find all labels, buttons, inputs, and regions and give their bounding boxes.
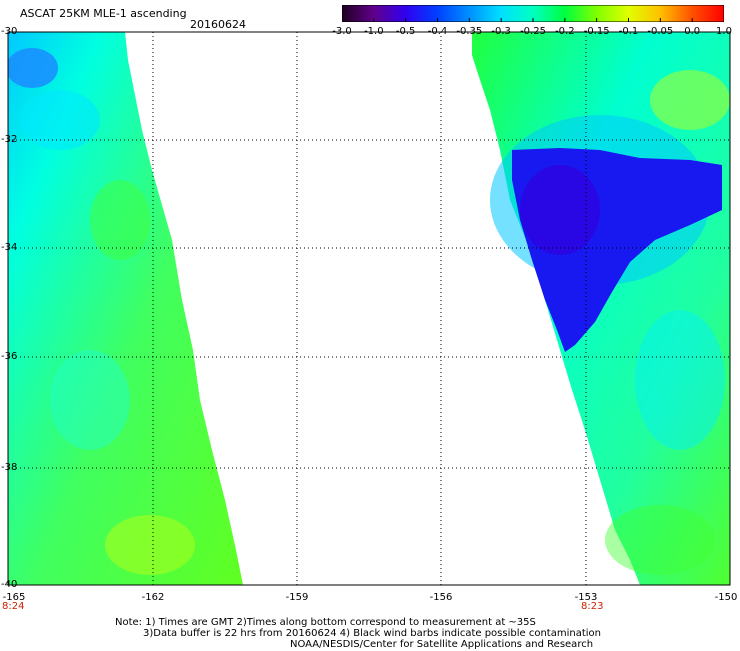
right-swath-cyan-patch <box>635 310 725 450</box>
lat-label: -32 <box>1 134 18 145</box>
colorbar-tick-label: -0.05 <box>647 26 674 37</box>
left-swath-cyan-patch <box>20 90 100 150</box>
colorbar-tick-label: -0.15 <box>583 26 610 37</box>
colorbar-tick-label: -0.2 <box>555 26 575 37</box>
left-swath-blue-patch <box>8 48 58 88</box>
colorbar-tick-label: -0.35 <box>456 26 483 37</box>
right-swath-yellowgreen-patch <box>650 70 730 130</box>
colorbar-tick-label: 0.0 <box>684 26 701 37</box>
colorbar-tick-label: -3.0 <box>332 26 352 37</box>
note-line-3: NOAA/NESDIS/Center for Satellite Applica… <box>290 639 594 650</box>
map-title: ASCAT 25KM MLE-1 ascending <box>20 7 187 20</box>
left-swath-cyan-patch-2 <box>50 350 130 450</box>
left-swath-green-patch <box>90 180 150 260</box>
right-swath-deep-blue-core <box>520 165 600 255</box>
lat-label: -30 <box>1 26 18 37</box>
right-swath-green-patch <box>605 505 715 575</box>
lon-label: -156 <box>429 592 453 603</box>
gridlines <box>8 32 730 585</box>
colorbar-tick-label: -0.25 <box>520 26 546 37</box>
plot-frame <box>7 31 731 586</box>
colorbar-tick-label: -0.3 <box>491 26 511 37</box>
colorbar-fill <box>342 5 724 22</box>
pass-time-label: 8:23 <box>581 601 604 612</box>
map-date: 20160624 <box>190 18 246 31</box>
lat-label: -40 <box>1 579 18 590</box>
lon-label: -159 <box>285 592 309 603</box>
colorbar-tick-label: -0.4 <box>427 26 448 37</box>
pass-time-label: 8:24 <box>2 601 25 612</box>
note-line-1: Note: 1) Times are GMT 2)Times along bot… <box>115 617 536 628</box>
lat-label: -38 <box>1 462 18 473</box>
lon-label: -162 <box>141 592 165 603</box>
lon-label: -165 <box>2 592 26 603</box>
colorbar-tick-label: -0.1 <box>618 26 639 37</box>
left-swath-yellowgreen-patch <box>105 515 195 575</box>
left-swath <box>8 32 243 585</box>
lon-label: -153 <box>574 592 598 603</box>
note-line-2: 3)Data buffer is 22 hrs from 20160624 4)… <box>143 628 601 639</box>
lon-label: -150 <box>714 592 738 603</box>
colorbar-tick-label: -0.5 <box>395 26 416 37</box>
colorbar-tick-label: 1.0 <box>716 26 732 37</box>
lat-label: -36 <box>1 351 18 362</box>
colorbar <box>342 5 724 22</box>
lat-label: -34 <box>1 242 18 253</box>
colorbar-tick-label: -1.0 <box>364 26 384 37</box>
